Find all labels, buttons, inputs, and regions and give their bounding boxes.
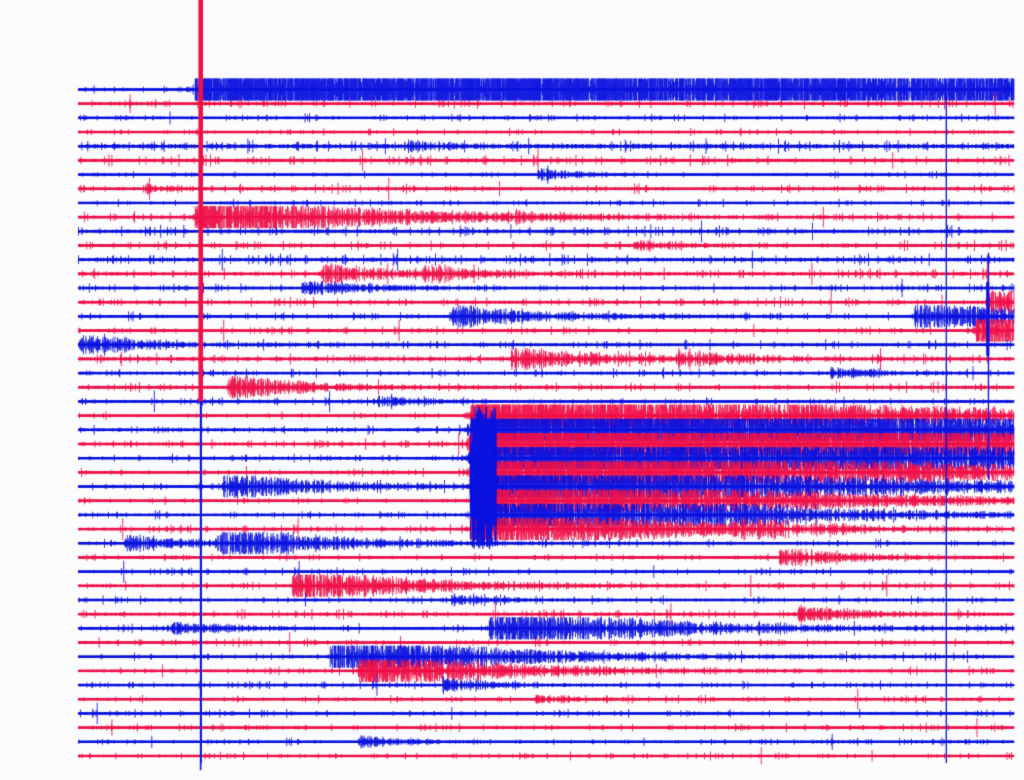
seismogram-trace-canvas bbox=[0, 0, 1024, 780]
helicorder-plot: CL Rodini 3 Applied filter: WWSSN-SP 201… bbox=[0, 0, 1024, 780]
